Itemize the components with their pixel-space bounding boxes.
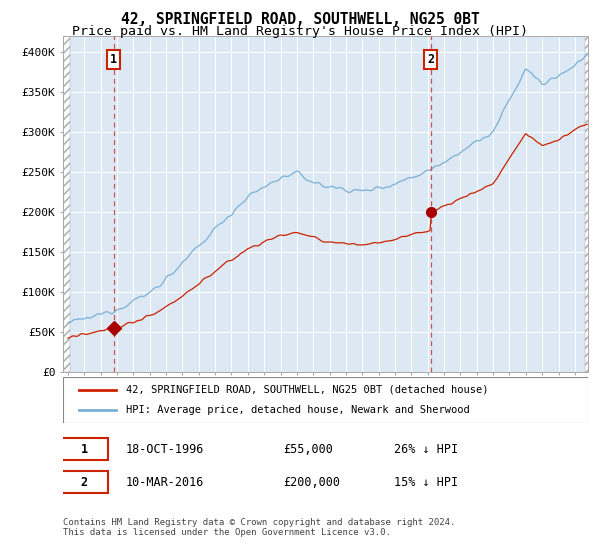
Text: 42, SPRINGFIELD ROAD, SOUTHWELL, NG25 0BT: 42, SPRINGFIELD ROAD, SOUTHWELL, NG25 0B… [121,12,479,27]
FancyBboxPatch shape [63,377,588,423]
Text: 1: 1 [80,443,88,456]
Bar [63,36,70,372]
Text: 26% ↓ HPI: 26% ↓ HPI [394,443,458,456]
Text: Contains HM Land Registry data © Crown copyright and database right 2024.
This d: Contains HM Land Registry data © Crown c… [63,518,455,538]
FancyBboxPatch shape [61,472,107,493]
Text: 18-OCT-1996: 18-OCT-1996 [126,443,205,456]
Text: Price paid vs. HM Land Registry's House Price Index (HPI): Price paid vs. HM Land Registry's House … [72,25,528,38]
Text: 2: 2 [80,477,88,489]
Text: £200,000: £200,000 [284,477,341,489]
Text: 2: 2 [427,53,434,67]
Bar [585,36,593,372]
Text: 15% ↓ HPI: 15% ↓ HPI [394,477,458,489]
Text: £55,000: £55,000 [284,443,334,456]
Text: 42, SPRINGFIELD ROAD, SOUTHWELL, NG25 0BT (detached house): 42, SPRINGFIELD ROAD, SOUTHWELL, NG25 0B… [126,385,488,395]
Text: 1: 1 [110,53,117,67]
Text: HPI: Average price, detached house, Newark and Sherwood: HPI: Average price, detached house, Newa… [126,405,470,415]
FancyBboxPatch shape [61,438,107,460]
Text: 10-MAR-2016: 10-MAR-2016 [126,477,205,489]
